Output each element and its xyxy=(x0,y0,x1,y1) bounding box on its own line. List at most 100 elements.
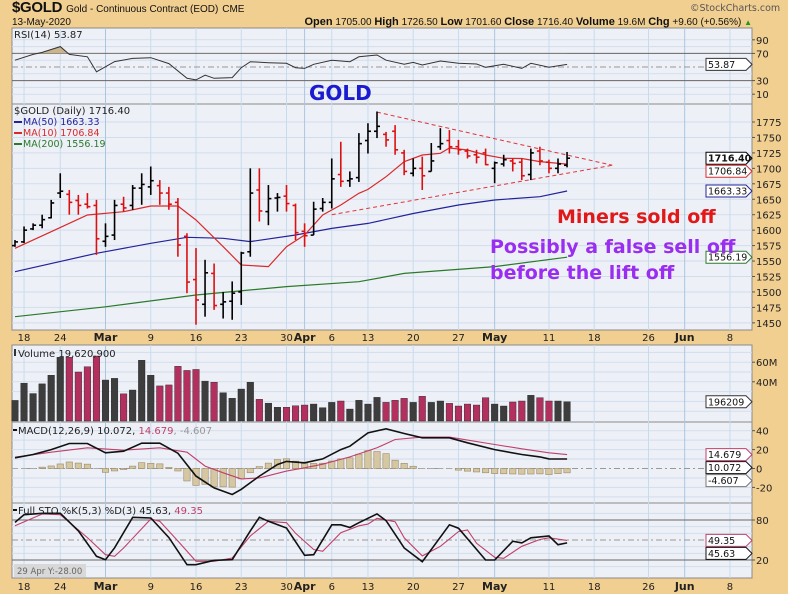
volume-bar xyxy=(201,380,209,422)
open-value: 1705.00 xyxy=(335,17,372,28)
macd-histogram-bar xyxy=(111,468,119,472)
macd-signal-line xyxy=(14,436,568,480)
volume-bar xyxy=(500,405,508,422)
x-tick-label: Mar xyxy=(94,580,118,593)
volume-bar xyxy=(138,360,146,422)
x-tick-label: 18 xyxy=(588,333,601,344)
macd-histogram-bar xyxy=(38,466,46,469)
rsi-line xyxy=(14,46,568,81)
macd-histogram-bar xyxy=(147,462,155,469)
macd-histogram-bar xyxy=(509,468,517,475)
macd-legend: MACD(12,26,9) 10.072, 14.679, -4.607 xyxy=(18,426,212,437)
macd-histogram-bar xyxy=(138,462,146,469)
macd-histogram-bar xyxy=(545,468,553,475)
x-tick-label: 30 xyxy=(280,333,293,344)
volume-bar xyxy=(310,403,318,422)
volume-bar xyxy=(264,402,272,422)
value-tag-label: 10.072 xyxy=(708,463,741,474)
value-tag-label: 1706.84 xyxy=(708,167,747,178)
volume-bar xyxy=(418,396,426,422)
macd-panel xyxy=(11,421,753,504)
volume-bar xyxy=(83,366,91,422)
volume-bar xyxy=(210,381,218,422)
x-tick-label: 24 xyxy=(54,333,67,344)
y-tick-label: -20 xyxy=(756,483,772,494)
volume-bar xyxy=(219,392,227,422)
macd-histogram-bar xyxy=(255,466,263,469)
legend-ma200: MA(200) 1556.19 xyxy=(23,139,106,150)
volume-icon xyxy=(14,349,16,356)
volume-bar xyxy=(436,400,444,422)
macd-histogram-bar xyxy=(364,450,372,469)
macd-legend-name: MACD(12,26,9) xyxy=(18,426,94,437)
legend-ma10: MA(10) 1706.84 xyxy=(23,128,100,139)
value-tag xyxy=(705,546,753,560)
y-tick-label: 1700 xyxy=(756,164,781,175)
macd-histogram-bar xyxy=(563,468,571,474)
y-tick-label: 1450 xyxy=(756,319,781,330)
x-tick-label: 18 xyxy=(588,582,601,593)
x-tick-label: 8 xyxy=(727,333,733,344)
volume-bar xyxy=(382,402,390,422)
macd-line xyxy=(14,427,568,496)
value-tag xyxy=(705,164,753,178)
macd-histogram-bar xyxy=(210,468,218,488)
y-tick-label: 1775 xyxy=(756,118,781,129)
volume-bar xyxy=(346,408,354,422)
x-tick-label: Jun xyxy=(674,331,695,344)
volume-bar xyxy=(273,407,281,422)
open-label: Open xyxy=(304,16,333,28)
x-tick-label: 8 xyxy=(727,582,733,593)
y-tick-label: 20 xyxy=(756,446,769,457)
macd-histogram-bar xyxy=(156,463,164,469)
macd-histogram-bar xyxy=(264,462,272,469)
volume-bar xyxy=(283,407,291,422)
ma-line-ma200 xyxy=(14,256,568,318)
symbol-title: $GOLD Gold - Continuous Contract (EOD) C… xyxy=(12,0,244,18)
macd-histogram-bar xyxy=(174,468,182,472)
volume-value: 19.6M xyxy=(617,17,646,28)
x-tick-label: 23 xyxy=(235,333,248,344)
y-tick-label: 1600 xyxy=(756,226,781,237)
volume-bar xyxy=(482,397,490,422)
y-tick-label: 1650 xyxy=(756,195,781,206)
y-tick-label: 0 xyxy=(756,465,762,476)
annotation-title: GOLD xyxy=(309,81,372,105)
annotation-false-selloff: Possibly a false sell off xyxy=(490,236,736,258)
macd-histogram-bar xyxy=(56,463,64,469)
volume-bar xyxy=(192,369,200,422)
value-tag-label: 14.679 xyxy=(708,450,741,461)
volume-bar xyxy=(174,366,182,422)
value-tag xyxy=(705,57,753,71)
volume-bar xyxy=(364,403,372,422)
volume-bar xyxy=(156,385,164,422)
x-tick-label: May xyxy=(482,331,507,344)
value-tag xyxy=(705,533,753,547)
volume-bar xyxy=(129,389,137,422)
ma-line-ma10 xyxy=(14,147,568,268)
sto-legend-name: Full STO %K(5,3) %D(3) xyxy=(18,506,136,517)
x-tick-label: 18 xyxy=(18,333,31,344)
macd-histogram-bar xyxy=(219,468,227,488)
value-tag xyxy=(705,395,753,409)
y-tick-label: 80 xyxy=(756,516,769,527)
volume-bar xyxy=(328,402,336,422)
x-tick-label: 27 xyxy=(452,582,465,593)
volume-bar xyxy=(464,403,472,422)
volume-bar xyxy=(246,381,254,422)
volume-bar xyxy=(292,405,300,422)
volume-bar xyxy=(554,400,562,422)
rsi-legend: RSI(14) 53.87 xyxy=(14,30,83,41)
x-tick-label: 11 xyxy=(543,333,556,344)
value-tag-label: 1716.40 xyxy=(708,154,752,165)
change-label: Chg xyxy=(648,16,670,28)
macd-histogram-bar xyxy=(292,460,300,469)
volume-bar xyxy=(563,401,571,422)
value-tag-label: -4.607 xyxy=(708,476,739,487)
y-tick-label: 10 xyxy=(756,90,769,101)
triangle-up-icon: ▲ xyxy=(744,18,752,27)
volume-bar xyxy=(38,383,46,422)
x-tick-label: 18 xyxy=(18,582,31,593)
value-tag xyxy=(705,474,753,488)
